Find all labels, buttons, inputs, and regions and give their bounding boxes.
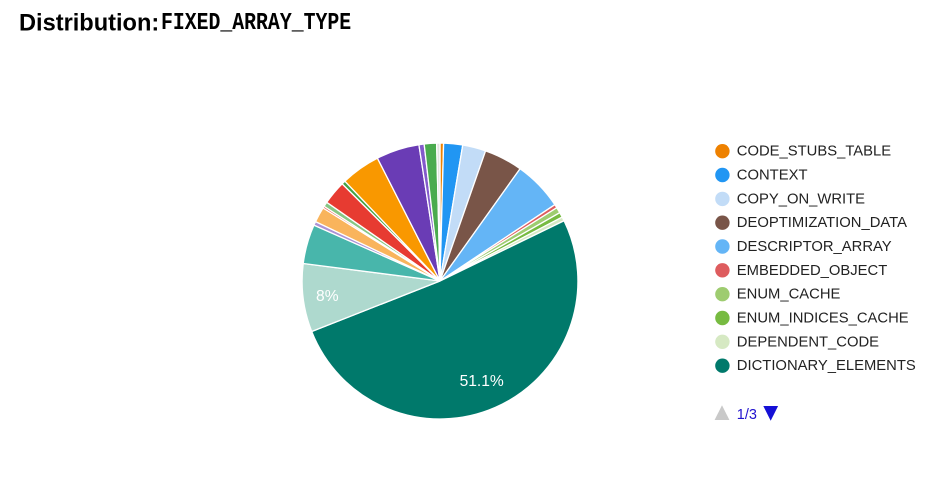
- svg-text:1/3: 1/3: [737, 407, 757, 423]
- svg-text:ENUM_INDICES_CACHE: ENUM_INDICES_CACHE: [737, 311, 909, 327]
- svg-text:ENUM_CACHE: ENUM_CACHE: [737, 287, 841, 303]
- svg-text:DEOPTIMIZATION_DATA: DEOPTIMIZATION_DATA: [737, 215, 907, 231]
- svg-text:51.1%: 51.1%: [460, 373, 504, 390]
- svg-text:DESCRIPTOR_ARRAY: DESCRIPTOR_ARRAY: [737, 239, 892, 255]
- svg-text:CODE_STUBS_TABLE: CODE_STUBS_TABLE: [737, 144, 891, 160]
- svg-text:COPY_ON_WRITE: COPY_ON_WRITE: [737, 191, 865, 207]
- svg-text:EMBEDDED_OBJECT: EMBEDDED_OBJECT: [737, 263, 887, 279]
- svg-text:8%: 8%: [316, 288, 339, 305]
- svg-text:DICTIONARY_ELEMENTS: DICTIONARY_ELEMENTS: [737, 358, 916, 374]
- svg-text:CONTEXT: CONTEXT: [737, 168, 808, 184]
- svg-text:DEPENDENT_CODE: DEPENDENT_CODE: [737, 334, 879, 350]
